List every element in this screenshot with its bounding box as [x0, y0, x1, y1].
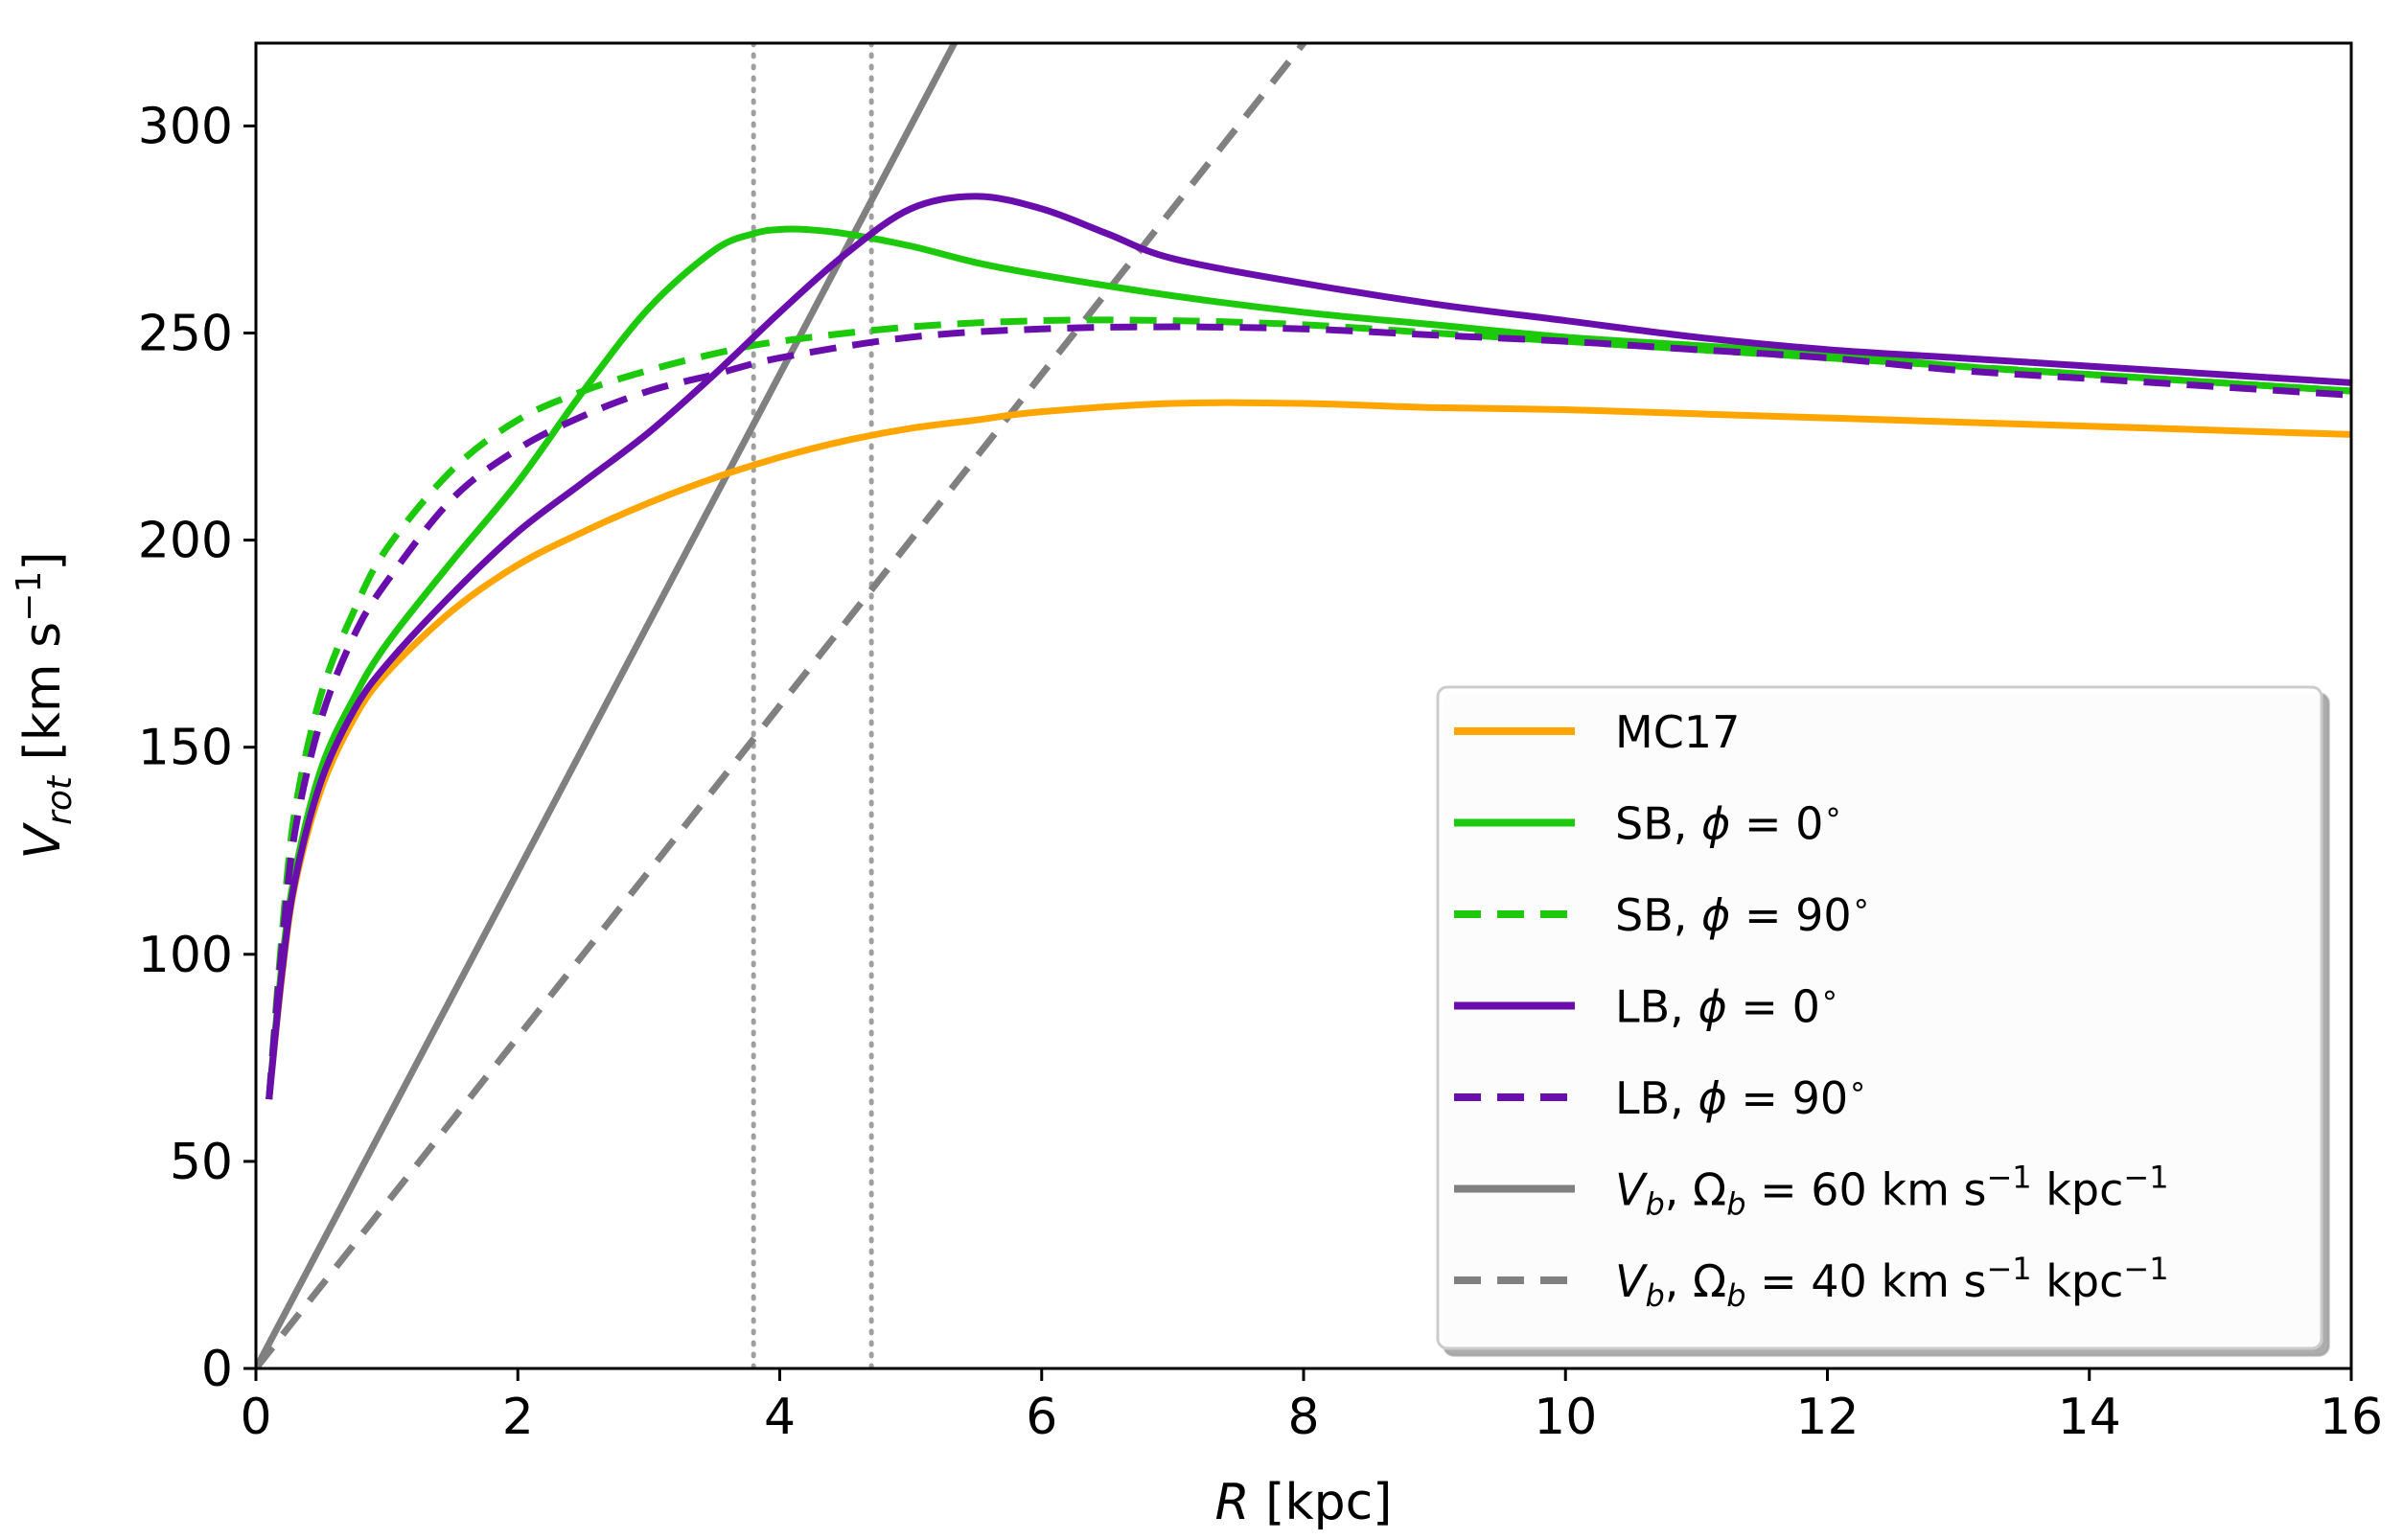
- axis-ticks: 0 2 4 6 8 10 12 14 16 0 50 100 150 200 250 300: [138, 98, 2383, 1446]
- x-tick-label: 10: [1534, 1389, 1597, 1446]
- legend: MC17 SB, ϕ = 0∘ SB, ϕ = 90∘ LB, ϕ = 0∘ LB, ϕ…: [1436, 685, 2323, 1350]
- legend-label-6: Vb, Ωb = 40 km s−1 kpc−1: [1615, 1251, 2169, 1314]
- series-line-3: [266, 193, 2351, 1100]
- x-tick-label: 16: [2320, 1389, 2383, 1446]
- y-tick-label: 300: [138, 98, 233, 155]
- plot-area: [256, 43, 2351, 1368]
- legend-label-2: SB, ϕ = 90∘: [1615, 885, 1871, 941]
- legend-label-0: MC17: [1615, 706, 1740, 758]
- x-tick-label: 2: [502, 1389, 534, 1446]
- series-line-1: [266, 225, 2351, 1100]
- y-tick-label: 150: [138, 720, 233, 777]
- legend-box: [1436, 685, 2323, 1350]
- x-tick-label: 4: [764, 1389, 796, 1446]
- x-tick-label: 6: [1026, 1389, 1057, 1446]
- legend-label-4: LB, ϕ = 90∘: [1615, 1068, 1867, 1124]
- y-tick-label: 0: [201, 1341, 233, 1398]
- x-tick-label: 0: [240, 1389, 271, 1446]
- x-axis-label: R [kpc]: [1215, 1474, 1393, 1531]
- x-tick-label: 8: [1287, 1389, 1319, 1446]
- y-tick-label: 250: [138, 306, 233, 363]
- y-tick-label: 200: [138, 513, 233, 570]
- series-line-5: [256, 43, 959, 1368]
- x-tick-label: 12: [1795, 1389, 1859, 1446]
- series-line-0: [266, 399, 2351, 1100]
- y-tick-label: 100: [138, 927, 233, 984]
- series-line-2: [266, 316, 2351, 1100]
- series-line-6: [256, 43, 1308, 1368]
- legend-label-5: Vb, Ωb = 60 km s−1 kpc−1: [1615, 1160, 2169, 1223]
- y-tick-label: 50: [170, 1134, 233, 1191]
- y-axis-label: Vrot [km s−1]: [10, 551, 80, 859]
- series-line-4: [266, 323, 2351, 1100]
- x-tick-label: 14: [2058, 1389, 2121, 1446]
- legend-label-3: LB, ϕ = 0∘: [1615, 977, 1839, 1033]
- legend-label-1: SB, ϕ = 0∘: [1615, 793, 1842, 850]
